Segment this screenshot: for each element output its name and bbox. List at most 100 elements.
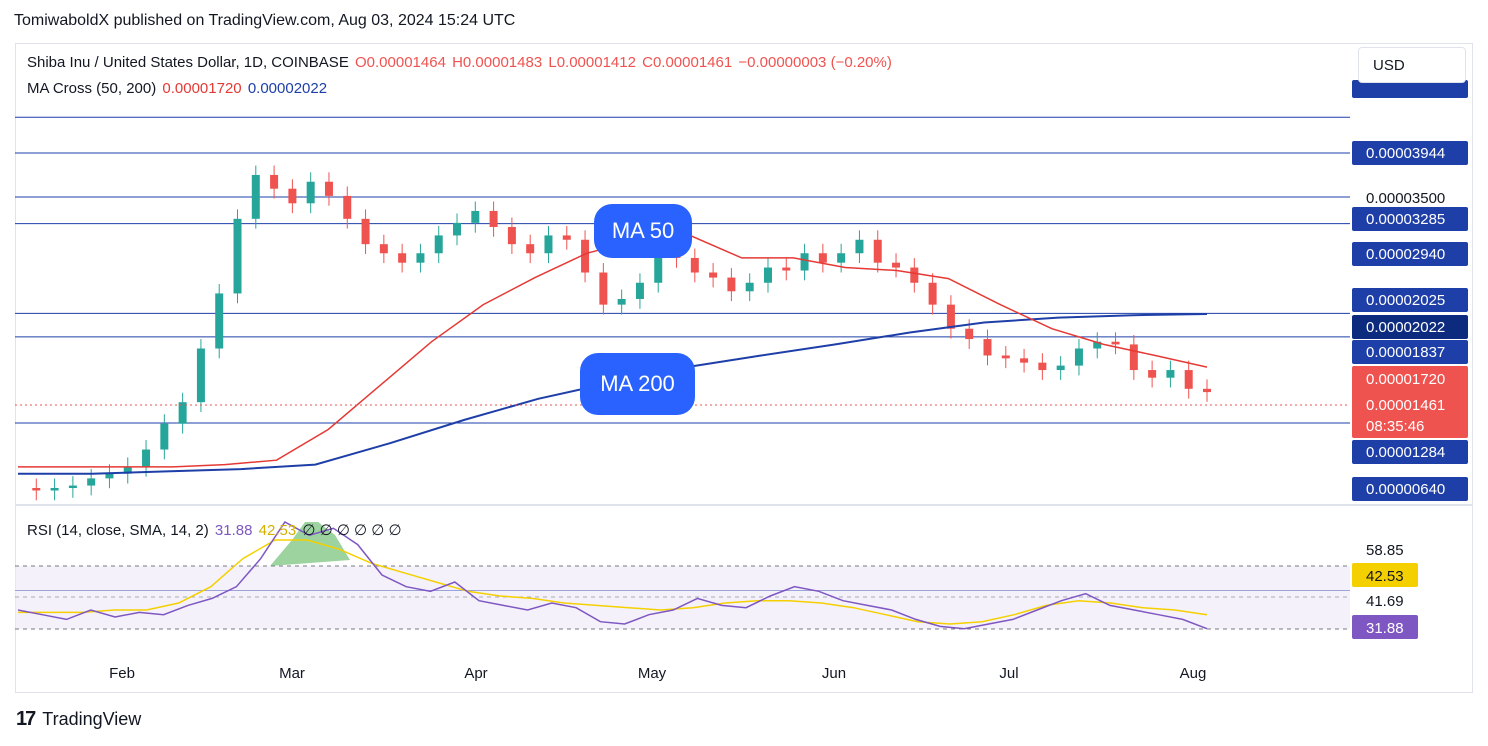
ma200-legend-value: 0.00002022: [247, 80, 328, 97]
rsi-empty-values: ∅ ∅ ∅ ∅ ∅ ∅: [302, 522, 402, 539]
rsi-legend-value: 31.88: [214, 522, 253, 539]
rsi-scale-label: 31.88: [1366, 620, 1404, 637]
low-value: L0.00001412: [548, 54, 636, 71]
price-scale-box: [1352, 242, 1468, 266]
candle-body: [581, 239, 590, 273]
candle-body: [178, 402, 187, 424]
rsi-legend: RSI (14, close, SMA, 14, 2) 31.88 42.53 …: [27, 521, 402, 539]
candle-body: [1184, 370, 1193, 389]
price-scale-label: 0.00001837: [1366, 344, 1445, 361]
change-value: −0.00000003 (−0.20%): [738, 54, 892, 71]
candle-body: [233, 218, 242, 294]
symbol-legend: Shiba Inu / United States Dollar, 1D, CO…: [27, 54, 892, 71]
rsi-overbought-fill: [270, 522, 350, 566]
candle-body: [910, 267, 919, 283]
x-tick-label: Aug: [1180, 665, 1207, 682]
price-scale-box: [1352, 477, 1468, 501]
price-scale-box: [1352, 80, 1468, 98]
price-scale-label: 0.00003944: [1366, 145, 1445, 162]
candle-body: [800, 253, 809, 271]
price-scale-box: [1352, 340, 1468, 364]
ma50-callout: MA 50: [594, 204, 692, 258]
candle-body: [398, 253, 407, 263]
candle-body: [251, 174, 260, 219]
rsi-line: [17, 521, 1208, 630]
ma50-legend-value: 0.00001720: [162, 80, 242, 97]
candle-body: [727, 277, 736, 292]
price-scale-current-box: [1352, 366, 1468, 438]
price-scale-label: 08:35:46: [1366, 418, 1424, 435]
candle-body: [928, 282, 937, 305]
x-tick-label: Apr: [464, 665, 487, 682]
candle-body: [471, 210, 480, 223]
candle-body: [361, 218, 370, 245]
x-tick-label: Jun: [822, 665, 846, 682]
price-scale-label: 0.00001720: [1366, 371, 1445, 388]
currency-button[interactable]: USD: [1358, 47, 1466, 83]
price-scale-label: 0.00000640: [1366, 481, 1445, 498]
candle-body: [1203, 388, 1211, 393]
candle-body: [68, 485, 77, 489]
footer: 17 TradingView: [16, 708, 141, 731]
rsi-sma-legend-value: 42.53: [258, 522, 297, 539]
rsi-value-box: [1352, 615, 1418, 639]
symbol-title: Shiba Inu / United States Dollar, 1D, CO…: [27, 54, 349, 71]
price-scale-box: [1352, 315, 1468, 339]
candle-body: [270, 174, 279, 189]
price-scale-box: [1352, 440, 1468, 464]
candle-body: [1038, 362, 1047, 371]
candle-body: [379, 244, 388, 254]
candle-body: [562, 235, 571, 240]
candle-body: [709, 272, 718, 278]
price-scale-label: 0.00001461: [1366, 397, 1445, 414]
candle-body: [526, 244, 535, 254]
candle-body: [489, 210, 498, 227]
candle-body: [855, 239, 864, 254]
candle-body: [635, 282, 644, 299]
candle-body: [324, 181, 333, 196]
rsi-label: RSI (14, close, SMA, 14, 2): [27, 522, 209, 539]
candle-body: [837, 253, 846, 263]
x-axis: Feb Mar Apr May Jun Jul Aug: [109, 665, 1206, 682]
candle-body: [1148, 370, 1157, 378]
candle-body: [306, 181, 315, 204]
price-scale-label: 0.00002940: [1366, 246, 1445, 263]
tradingview-logo-icon: 17: [16, 708, 36, 730]
x-tick-label: Mar: [279, 665, 305, 682]
price-scale-label: 0.00002022: [1366, 319, 1445, 336]
candle-body: [1020, 358, 1029, 363]
candle-body: [123, 466, 132, 474]
rsi-sma-box: [1352, 563, 1418, 587]
candle-body: [416, 253, 425, 263]
rsi-scale-label: 42.53: [1366, 568, 1404, 585]
candle-body: [507, 226, 516, 245]
price-scale-box: [1352, 141, 1468, 165]
x-tick-label: Jul: [999, 665, 1018, 682]
candle-body: [1166, 370, 1175, 378]
candle-body: [544, 235, 553, 254]
candle-body: [599, 272, 608, 305]
candle-body: [87, 478, 96, 486]
candle-body: [343, 195, 352, 219]
candle-body: [892, 262, 901, 268]
ma200-callout: MA 200: [580, 353, 695, 415]
candle-body: [1111, 341, 1120, 345]
candle-body: [818, 253, 827, 263]
price-scale-label: 0.00003285: [1366, 211, 1445, 228]
candle-body: [763, 267, 772, 283]
candle-body: [1129, 344, 1138, 371]
x-tick-label: May: [638, 665, 667, 682]
footer-brand: TradingView: [42, 709, 142, 729]
price-scale-label: 0.00003500: [1366, 190, 1445, 207]
candle-body: [160, 423, 169, 450]
ma50-line: [18, 234, 1208, 468]
rsi-scale-label: 58.85: [1366, 542, 1404, 559]
candle-body: [105, 473, 114, 479]
price-scale-box: [1352, 288, 1468, 312]
candle-body: [196, 348, 205, 403]
open-value: O0.00001464: [355, 54, 446, 71]
candle-body: [654, 248, 663, 283]
candle-body: [946, 304, 955, 329]
x-tick-label: Feb: [109, 665, 135, 682]
